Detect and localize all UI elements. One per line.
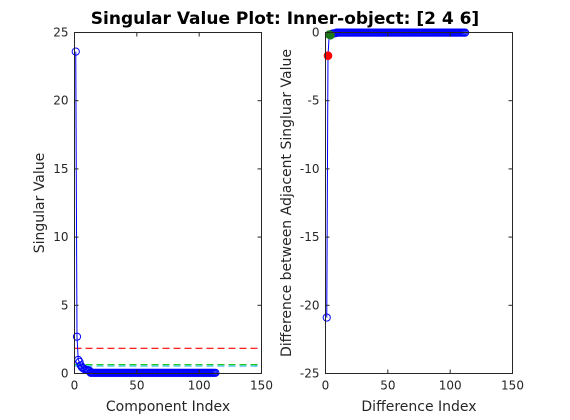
x-tick-label: 150 xyxy=(250,379,273,393)
x-tick-label: 50 xyxy=(380,379,395,393)
x-tick-label: 50 xyxy=(129,379,144,393)
left-axes-frame xyxy=(74,32,262,374)
right-plot-area xyxy=(322,28,470,322)
right-axes-ticks: 0 50 100 150 0 -5 -10 -15 -20 -25 xyxy=(300,26,524,393)
left-axes-ticks: 0 50 100 150 0 5 10 15 20 25 xyxy=(53,26,273,393)
y-tick-label: 10 xyxy=(53,230,68,244)
data-point xyxy=(322,313,331,322)
highlight-point-red xyxy=(323,51,333,60)
x-tick-label: 150 xyxy=(501,379,524,393)
y-tick-label: 25 xyxy=(53,26,68,40)
right-xlabel: Difference Index xyxy=(361,399,476,415)
right-axes-frame xyxy=(325,32,513,374)
y-tick-label: 0 xyxy=(312,26,320,40)
left-ylabel: Singular Value xyxy=(32,153,48,254)
left-plot-area xyxy=(71,47,262,377)
left-axes: 0 50 100 150 0 5 10 15 20 25 Component Index Sing… xyxy=(32,26,273,416)
y-tick-label: -5 xyxy=(308,94,320,108)
y-tick-label: 0 xyxy=(61,367,69,381)
x-tick-label: 0 xyxy=(71,379,79,393)
y-tick-label: 20 xyxy=(53,94,68,108)
figure-title: Singular Value Plot: Inner-object: [2 4 … xyxy=(91,9,479,29)
series-line xyxy=(326,32,466,318)
y-tick-label: -10 xyxy=(300,162,320,176)
right-ylabel: Difference between Adjacent Singluar Val… xyxy=(279,49,295,357)
y-tick-label: -20 xyxy=(300,298,320,312)
y-tick-label: 5 xyxy=(61,298,69,312)
series-line xyxy=(75,51,216,374)
y-tick-label: -25 xyxy=(300,367,320,381)
x-tick-label: 100 xyxy=(439,379,462,393)
data-point xyxy=(72,332,82,341)
right-axes: 0 50 100 150 0 -5 -10 -15 -20 -25 Difference Inde… xyxy=(279,26,524,416)
highlight-point-green xyxy=(326,30,335,40)
y-tick-label: -15 xyxy=(300,230,320,244)
x-tick-label: 100 xyxy=(188,379,211,393)
data-point xyxy=(71,47,80,56)
y-tick-label: 15 xyxy=(53,162,68,176)
data-point xyxy=(75,357,84,367)
data-point xyxy=(211,368,220,377)
left-xlabel: Component Index xyxy=(106,399,230,415)
x-tick-label: 0 xyxy=(322,379,330,393)
